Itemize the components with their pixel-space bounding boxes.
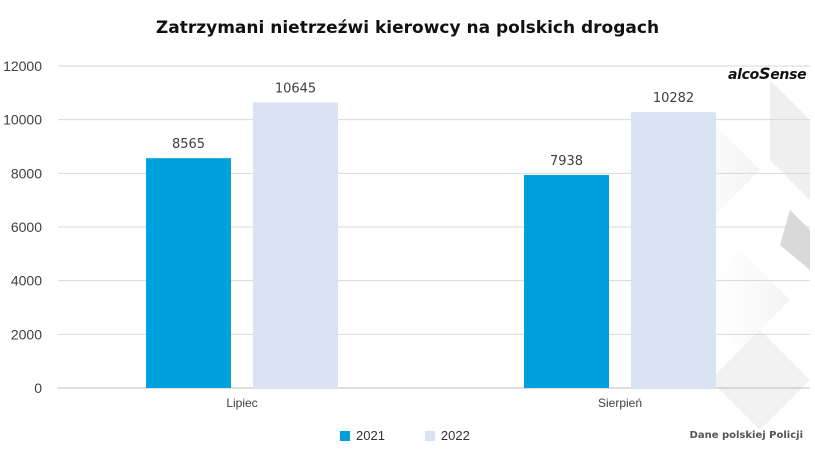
legend-label-2021: 2021 — [356, 428, 385, 443]
y-axis-ticks: 0 2000 4000 6000 8000 10000 12000 — [3, 58, 42, 396]
bar-2021-0 — [146, 158, 231, 388]
data-label: 10645 — [275, 81, 316, 96]
data-labels: 8565 10645 7938 10282 — [172, 81, 694, 169]
legend: 2021 2022 — [340, 428, 470, 443]
y-tick-label: 12000 — [3, 58, 42, 74]
x-tick-label: Sierpień — [598, 396, 642, 410]
bar-2022-1 — [631, 112, 716, 388]
y-tick-label: 0 — [34, 380, 42, 396]
bars — [146, 102, 716, 389]
bar-2022-0 — [253, 102, 338, 389]
legend-item-2022: 2022 — [424, 428, 470, 443]
legend-label-2022: 2022 — [440, 428, 470, 443]
y-tick-label: 2000 — [11, 326, 42, 342]
legend-swatch-2022 — [424, 430, 435, 441]
source-note: Dane polskiej Policji — [689, 430, 803, 441]
x-axis-ticks: Lipiec Sierpień — [226, 396, 642, 410]
data-label: 8565 — [172, 137, 205, 152]
legend-swatch-2021 — [340, 430, 350, 441]
legend-item-2021: 2021 — [340, 428, 385, 443]
y-tick-label: 6000 — [11, 219, 42, 235]
data-label: 7938 — [550, 154, 583, 169]
x-tick-label: Lipiec — [226, 396, 257, 410]
bar-2021-1 — [524, 174, 609, 388]
y-tick-label: 8000 — [11, 165, 42, 181]
y-tick-label: 10000 — [3, 112, 42, 128]
y-tick-label: 4000 — [11, 273, 42, 289]
alcosense-logo: alcoSense — [728, 64, 807, 83]
data-label: 10282 — [653, 91, 694, 106]
chart-title: Zatrzymani nietrzeźwi kierowcy na polski… — [155, 18, 660, 38]
